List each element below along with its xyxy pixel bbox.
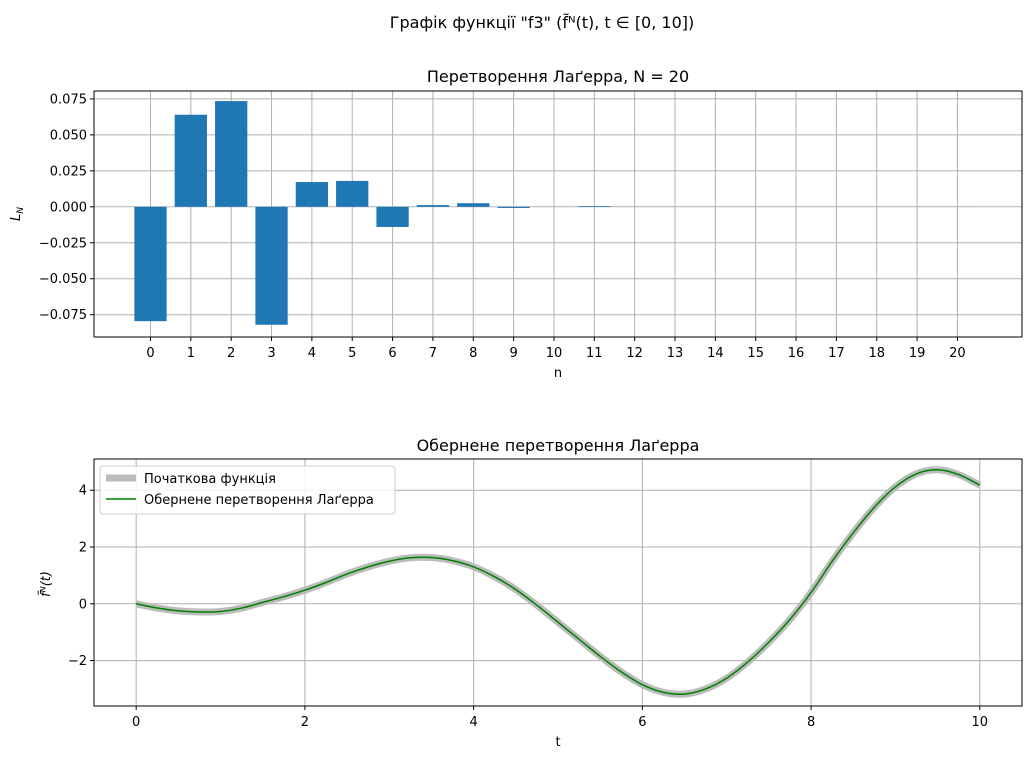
line-y-tick-label: 0	[79, 597, 87, 612]
line-x-tick-label: 8	[807, 715, 815, 730]
bar-n-5	[336, 180, 369, 207]
bar-x-tick-label: 18	[868, 346, 885, 361]
bar-y-tick-label: −0.075	[39, 308, 87, 323]
bar-x-tick-label: 10	[546, 346, 563, 361]
bar-n-8	[457, 203, 490, 207]
bar-x-tick-label: 7	[429, 346, 437, 361]
bar-x-tick-label: 6	[388, 346, 396, 361]
line-chart-y-ticks: 4 2 0 −2	[68, 484, 94, 669]
line-x-tick-label: 4	[469, 715, 477, 730]
bar-n-3	[255, 206, 288, 325]
bar-n-9	[497, 206, 530, 208]
bar-chart-x-ticks: 0 1 2 3 4 5 6 7 8 9 10 11 12 13 14 15 16 17 18 19 20	[146, 337, 966, 361]
bar-x-tick-label: 11	[586, 346, 603, 361]
bar-x-tick-label: 13	[667, 346, 684, 361]
bar-x-tick-label: 1	[187, 346, 195, 361]
bar-n-2	[215, 101, 248, 207]
line-x-tick-label: 0	[132, 715, 140, 730]
line-y-tick-label: −2	[68, 654, 87, 669]
line-chart-lines	[135, 466, 982, 698]
legend-label-inverse-transform: Обернене перетворення Лаґерра	[144, 493, 374, 508]
bar-x-tick-label: 4	[308, 346, 316, 361]
bar-n-0	[134, 206, 167, 322]
line-chart-frame	[93, 458, 1023, 707]
bar-x-tick-label: 16	[788, 346, 805, 361]
bar-y-tick-label: 0.000	[50, 200, 87, 215]
line-x-tick-label: 6	[638, 715, 646, 730]
line-chart-title: Обернене перетворення Лаґерра	[417, 436, 700, 455]
bar-x-tick-label: 3	[267, 346, 275, 361]
bar-n-4	[295, 182, 329, 207]
bar-y-tick-label: 0.025	[50, 164, 87, 179]
bar-x-tick-label: 0	[146, 346, 154, 361]
bar-chart-title: Перетворення Лаґерра, N = 20	[427, 67, 689, 86]
series-inverse-transform	[136, 469, 981, 696]
line-y-tick-label: 4	[79, 484, 87, 499]
bar-y-tick-label: 0.050	[50, 128, 87, 143]
line-y-tick-label: 2	[79, 541, 87, 556]
bar-x-tick-label: 5	[348, 346, 356, 361]
figure-suptitle: Графік функції "f3" (f̃ᴺ(t), t ∈ [0, 10]…	[390, 13, 695, 32]
bar-n-1	[174, 114, 207, 207]
bar-x-tick-label: 19	[909, 346, 926, 361]
bar-x-tick-label: 2	[227, 346, 235, 361]
bar-x-tick-label: 17	[828, 346, 845, 361]
line-x-tick-label: 10	[972, 715, 989, 730]
bar-chart-bars	[134, 101, 974, 325]
bar-n-7	[416, 205, 450, 207]
line-chart-axes: Обернене перетворення Лаґерра 0 2 4 6 8 10 4 2…	[39, 436, 1023, 750]
line-chart-ylabel: f̃ᴺ(t)	[39, 571, 54, 597]
legend-label-initial-function: Початкова функція	[144, 472, 276, 487]
bar-x-tick-label: 9	[509, 346, 517, 361]
bar-x-tick-label: 20	[949, 346, 966, 361]
line-chart-legend: Початкова функція Обернене перетворення …	[99, 465, 396, 515]
bar-chart-ylabel: LN	[9, 207, 26, 221]
bar-chart-xlabel: n	[554, 366, 562, 381]
bar-y-tick-label: 0.075	[50, 92, 87, 107]
bar-y-tick-label: −0.025	[39, 236, 87, 251]
bar-n-11	[578, 206, 611, 207]
bar-x-tick-label: 12	[626, 346, 643, 361]
bar-chart-frame	[93, 90, 1023, 338]
legend-box	[99, 465, 396, 515]
bar-x-tick-label: 15	[747, 346, 764, 361]
line-chart-xlabel: t	[555, 735, 560, 750]
bar-x-tick-label: 8	[469, 346, 477, 361]
bar-x-tick-label: 14	[707, 346, 724, 361]
line-chart-x-ticks: 0 2 4 6 8 10	[132, 706, 988, 730]
line-x-tick-label: 2	[301, 715, 309, 730]
bar-chart-y-ticks: 0.075 0.050 0.025 0.000 −0.025 −0.050 −0.075	[39, 92, 94, 323]
bar-n-6	[376, 206, 409, 227]
bar-y-tick-label: −0.050	[39, 272, 87, 287]
